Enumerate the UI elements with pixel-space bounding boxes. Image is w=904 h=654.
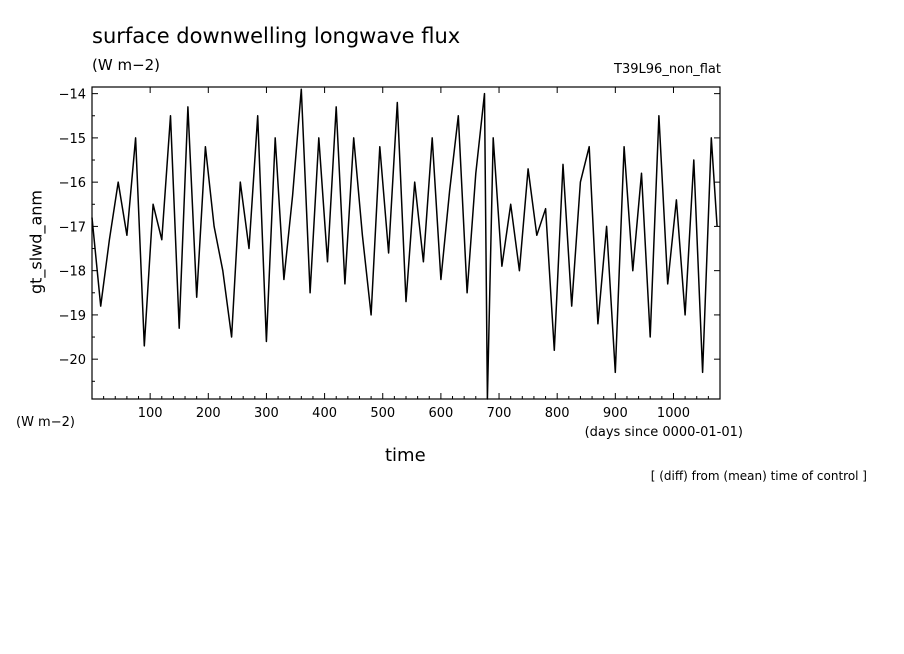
chart-title: surface downwelling longwave flux	[92, 24, 461, 48]
chart-units: (W m−2)	[92, 56, 161, 74]
x-tick-label: 600	[428, 406, 453, 421]
experiment-label: T39L96_non_flat	[614, 62, 721, 77]
chart-note: [ (diff) from (mean) time of control ]	[650, 469, 867, 483]
y-tick-label: −18	[59, 265, 86, 280]
y-tick-label: −15	[59, 132, 86, 147]
y-tick-label: −20	[59, 353, 86, 368]
y-tick-label: −16	[59, 176, 86, 191]
x-tick-label: 400	[312, 406, 337, 421]
x-tick-label: 900	[603, 406, 628, 421]
x-tick-label: 500	[370, 406, 395, 421]
y-tick-label: −14	[59, 88, 86, 103]
x-tick-label: 100	[138, 406, 163, 421]
x-axis-label: time	[385, 445, 426, 466]
x-tick-label: 300	[254, 406, 279, 421]
y-tick-label: −19	[59, 309, 86, 324]
x-tick-label: 200	[196, 406, 221, 421]
x-tick-label: 700	[487, 406, 512, 421]
x-tick-label: 800	[545, 406, 570, 421]
y-tick-label: −17	[59, 220, 86, 235]
x-axis-units: (days since 0000-01-01)	[584, 425, 743, 440]
series-line	[91, 88, 718, 400]
y-axis-units: (W m−2)	[16, 415, 75, 430]
x-tick-label: 1000	[657, 406, 690, 421]
